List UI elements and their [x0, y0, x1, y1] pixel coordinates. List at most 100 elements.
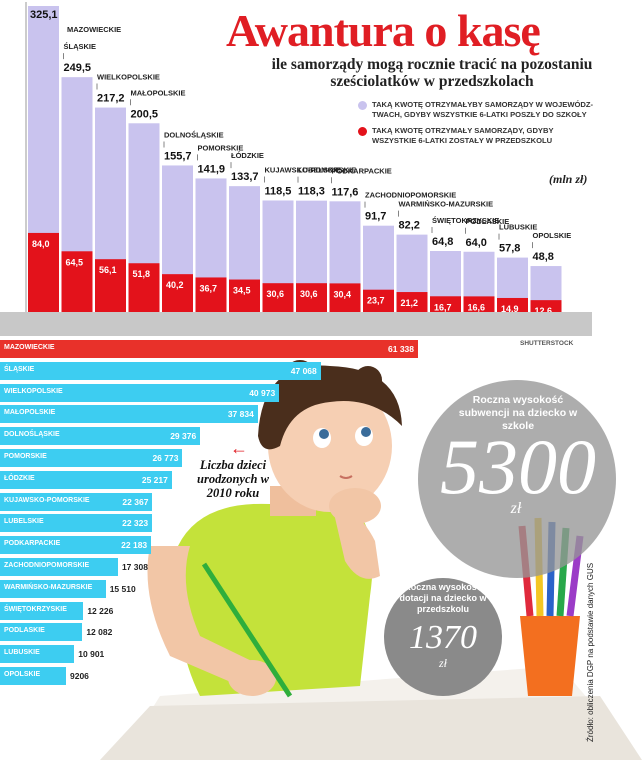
legend-item-kindergarten: TAKĄ KWOTĘ OTRZYMAŁY SAMORZĄDY, GDYBY WS… — [358, 126, 598, 145]
bar-kindergarten — [162, 274, 193, 312]
births-bar-value: 25 217 — [141, 474, 168, 485]
bar-category-label: ZACHODNIOPOMORSKIE — [365, 191, 456, 200]
births-bar-value: 10 901 — [78, 649, 105, 660]
births-row: POMORSKIE 26 773 — [0, 449, 183, 467]
bar-kindergarten — [396, 292, 428, 312]
bar-kindergarten-value: 12,6 — [535, 306, 553, 316]
writing-hand — [228, 660, 276, 696]
legend-item-total: TAKĄ KWOTĘ OTRZYMAŁYBY SAMORZĄDY W WOJEW… — [358, 100, 598, 119]
births-note: Liczba dzieci urodzonych w 2010 roku — [197, 458, 269, 500]
bar-kindergarten-value: 56,1 — [99, 265, 117, 275]
births-bar — [0, 361, 321, 380]
subsidy-value: 5300 — [440, 423, 596, 510]
mouth — [339, 475, 353, 479]
births-bar-value: 26 773 — [152, 453, 179, 463]
bar-category-label: POMORSKIE — [198, 143, 244, 152]
births-bar-label: ZACHODNIOPOMORSKIE — [4, 562, 90, 569]
births-bar-label: DOLNOŚLĄSKIE — [4, 431, 60, 439]
green-top — [176, 503, 373, 696]
births-row: PODLASKIE 12 082 — [0, 623, 112, 642]
births-bar-label: LUBUSKIE — [4, 649, 40, 657]
bar-total-value: 118,3 — [298, 186, 325, 198]
unit-label: (mln zł) — [549, 172, 588, 186]
grant-circle — [384, 578, 502, 696]
births-bar-label: WARMIŃSKO-MAZURSKIE — [4, 583, 93, 591]
bar-kindergarten — [262, 283, 294, 312]
bar-total-value: 64,0 — [466, 237, 487, 249]
bar-category-label: PODKARPACKIE — [332, 166, 392, 175]
bar-kindergarten-value: 36,7 — [200, 283, 218, 293]
births-bar-value: 37 834 — [227, 409, 254, 420]
bar-total-value: 200,5 — [131, 108, 159, 120]
hair-bun-right — [354, 366, 382, 394]
births-bar — [0, 405, 258, 424]
bar-kindergarten-value: 30,4 — [334, 289, 352, 299]
bar-kindergarten — [430, 296, 461, 312]
births-row: WIELKOPOLSKIE 40 973 — [0, 383, 280, 402]
births-bar-value: 22 183 — [121, 540, 148, 551]
bar-kindergarten — [363, 289, 394, 312]
bar-kindergarten-value: 16,6 — [468, 302, 486, 312]
bar-kindergarten — [530, 300, 562, 312]
bar-total-value: 91,7 — [365, 211, 386, 223]
births-bar-value: 47 068 — [290, 365, 317, 376]
births-bar-value: 12 082 — [86, 627, 113, 638]
bar-kindergarten — [28, 232, 59, 312]
births-bar — [0, 492, 153, 511]
bar-total-value: 155,7 — [164, 150, 192, 162]
pupil-right — [361, 427, 371, 437]
legend-swatch-red — [358, 127, 367, 136]
births-row: ŁÓDZKIE 25 217 — [0, 470, 172, 489]
births-row: OPOLSKIE 9206 — [0, 667, 89, 685]
grant-label: Roczna wysokość dotacji na dziecko w prz… — [399, 582, 487, 614]
births-bar — [0, 645, 75, 664]
births-row: LUBUSKIE 10 901 — [0, 645, 104, 664]
bar-kindergarten — [497, 297, 528, 312]
births-row: ZACHODNIOPOMORSKIE 17 308 — [0, 558, 148, 576]
bar-category-label: ŚWIĘTOKRZYSKIE — [432, 216, 499, 225]
bar-kindergarten-value: 34,5 — [233, 286, 251, 296]
bar-category-label: KUJAWSKO-POMORSKIE — [265, 165, 357, 174]
births-bar-value: 17 308 — [121, 562, 148, 572]
bar-kindergarten-value: 84,0 — [32, 239, 50, 249]
bar-category-label: ŚLĄSKIE — [64, 42, 97, 51]
bar-total-value: 64,8 — [432, 236, 453, 248]
bar-total-value: 133,7 — [231, 171, 259, 183]
pencil-cup — [520, 616, 580, 696]
bar-category-label: OPOLSKIE — [533, 231, 572, 240]
births-bar-label: LUBELSKIE — [4, 518, 44, 526]
legend-swatch-lavender — [358, 101, 367, 110]
bar-category-label: LUBELSKIE — [298, 166, 341, 175]
bar-category-label: PODLASKIE — [466, 217, 510, 226]
page-subtitle: ile samorządy mogą rocznie tracić na poz… — [271, 56, 593, 90]
arrow-left-icon: ← — [230, 438, 248, 458]
bar-kindergarten — [463, 296, 495, 312]
births-row: DOLNOŚLĄSKIE 29 376 — [0, 427, 201, 446]
top-bar-chart: 84,0 325,1 MAZOWIECKIE 64,5 249,5 ŚLĄSKIE 56,1… — [25, 2, 572, 316]
births-row: WARMIŃSKO-MAZURSKIE 15 510 — [0, 579, 136, 598]
births-bar — [0, 383, 280, 402]
chart-baseline-strip — [0, 312, 592, 336]
births-bar-label: ŚLĄSKIE — [4, 365, 35, 373]
bar-total-value: 141,9 — [198, 163, 226, 175]
births-bar-value: 40 973 — [249, 387, 276, 398]
pupil-left — [319, 429, 329, 439]
births-bar — [0, 667, 66, 685]
births-row: ŚWIĘTOKRZYSKIE 12 226 — [0, 601, 113, 620]
births-bar-value: 22 367 — [122, 496, 149, 507]
bar-kindergarten — [95, 259, 126, 312]
bar-kindergarten-value: 14,9 — [501, 304, 519, 314]
births-bar — [0, 579, 106, 598]
bar-category-label: WARMIŃSKO-MAZURSKIE — [399, 200, 494, 209]
bar-kindergarten-value: 40,2 — [166, 280, 184, 290]
bar-kindergarten — [128, 263, 160, 312]
bar-kindergarten-value: 23,7 — [367, 296, 385, 306]
source-note: Źródło: obliczenia DGP na podstawie dany… — [586, 562, 595, 742]
grant-unit: zł — [438, 656, 447, 670]
subsidy-circle — [418, 380, 616, 578]
bar-category-label: ŁÓDZKIE — [231, 151, 264, 160]
bar-kindergarten-value: 51,8 — [133, 269, 151, 279]
bar-kindergarten — [195, 277, 227, 312]
births-bar — [0, 558, 118, 576]
